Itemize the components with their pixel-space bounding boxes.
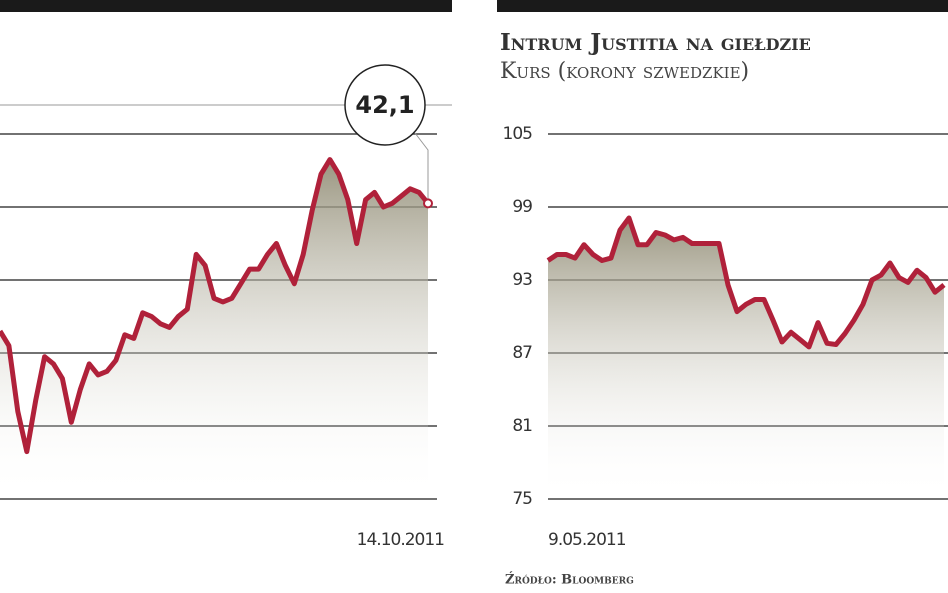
source: Źródło: Bloomberg [505, 572, 634, 588]
area [0, 159, 428, 499]
value-label: 42,1 [355, 91, 414, 119]
callout [344, 64, 426, 146]
callout-leader [414, 132, 429, 204]
chart-title: Intrum Justitia na giełdzie [500, 29, 811, 56]
x-tick-label: 14.10.2011 [357, 530, 445, 550]
chart-subtitle: Kurs (korony szwedzkie) [500, 59, 749, 84]
header-bar [0, 0, 452, 12]
line [0, 157, 430, 455]
y-tick-label: 75 [512, 489, 532, 509]
end-point [423, 198, 433, 209]
y-tick-label: 87 [512, 343, 532, 363]
line [546, 215, 946, 350]
y-tick-label: 93 [512, 270, 532, 290]
y-tick-label: 99 [512, 197, 532, 217]
y-tick-label: 81 [512, 416, 532, 436]
y-tick-label: 105 [503, 124, 533, 144]
header-bar [497, 0, 948, 12]
area [548, 218, 944, 499]
x-tick-label: 9.05.2011 [548, 530, 626, 550]
